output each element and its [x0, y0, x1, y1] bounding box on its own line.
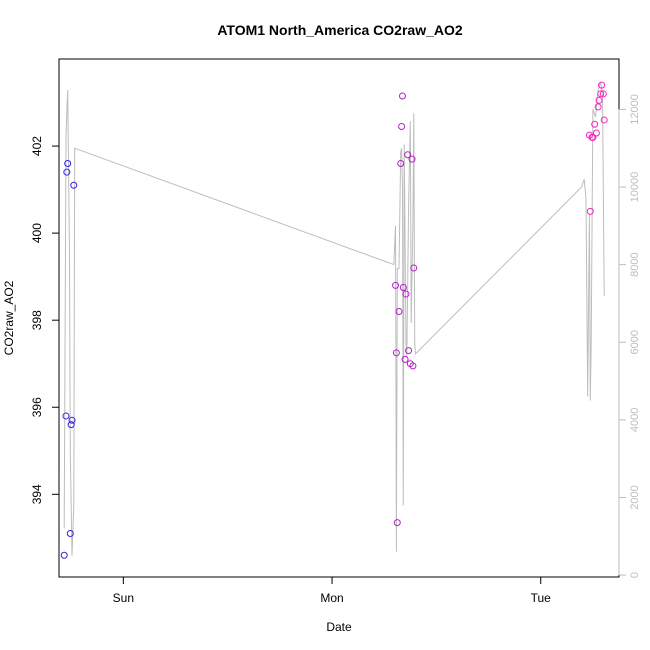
- series-points-layer: [60, 81, 608, 559]
- data-point: [62, 412, 70, 420]
- data-point: [592, 129, 600, 137]
- y2-tick-label: 8000: [629, 252, 641, 276]
- data-point: [398, 122, 406, 130]
- data-point: [600, 116, 608, 124]
- data-point: [591, 120, 599, 128]
- y-tick-label: 396: [30, 397, 44, 417]
- data-point: [595, 96, 603, 104]
- y-tick-label: 394: [30, 484, 44, 504]
- data-point: [401, 355, 409, 363]
- plot-frame: [58, 58, 620, 578]
- y-axis-left: 394 396 398 400 402: [30, 136, 60, 504]
- series-line: [63, 82, 605, 556]
- x-tick-label: Mon: [320, 591, 343, 605]
- data-point: [410, 264, 418, 272]
- data-point: [599, 90, 607, 98]
- x-axis-label: Date: [326, 620, 352, 634]
- data-point: [64, 159, 72, 167]
- data-point: [586, 207, 594, 215]
- data-point: [598, 81, 606, 89]
- data-point: [404, 151, 412, 159]
- data-point: [402, 290, 410, 298]
- data-point: [63, 168, 71, 176]
- chart-title: ATOM1 North_America CO2raw_AO2: [217, 22, 463, 38]
- series-line-layer: [63, 82, 605, 556]
- data-point: [395, 307, 403, 315]
- y2-tick-label: 0: [629, 572, 641, 578]
- data-point: [68, 416, 76, 424]
- y2-tick-label: 12000: [629, 94, 641, 125]
- x-axis: Sun Mon Tue: [113, 576, 552, 605]
- x-tick-label: Tue: [531, 591, 552, 605]
- data-point: [594, 103, 602, 111]
- data-point: [66, 529, 74, 537]
- data-point: [589, 133, 597, 141]
- y-tick-label: 398: [30, 310, 44, 330]
- data-point: [70, 181, 78, 189]
- data-point: [392, 281, 400, 289]
- y-axis-right: 0 2000 4000 6000 8000 10000 12000: [618, 94, 641, 578]
- data-point: [409, 362, 417, 370]
- y-axis-label: CO2raw_AO2: [2, 280, 16, 355]
- y-tick-label: 402: [30, 136, 44, 156]
- data-point: [393, 519, 401, 527]
- data-point: [399, 284, 407, 292]
- data-point: [597, 90, 605, 98]
- data-point: [405, 347, 413, 355]
- y2-tick-label: 4000: [629, 408, 641, 432]
- data-point: [397, 159, 405, 167]
- y-tick-label: 400: [30, 223, 44, 243]
- data-point: [67, 421, 75, 429]
- x-tick-label: Sun: [113, 591, 134, 605]
- y2-tick-label: 6000: [629, 330, 641, 354]
- data-point: [398, 92, 406, 100]
- data-point: [392, 349, 400, 357]
- y2-tick-label: 2000: [629, 485, 641, 509]
- y2-tick-label: 10000: [629, 172, 641, 203]
- data-point: [408, 155, 416, 163]
- data-point: [60, 551, 68, 559]
